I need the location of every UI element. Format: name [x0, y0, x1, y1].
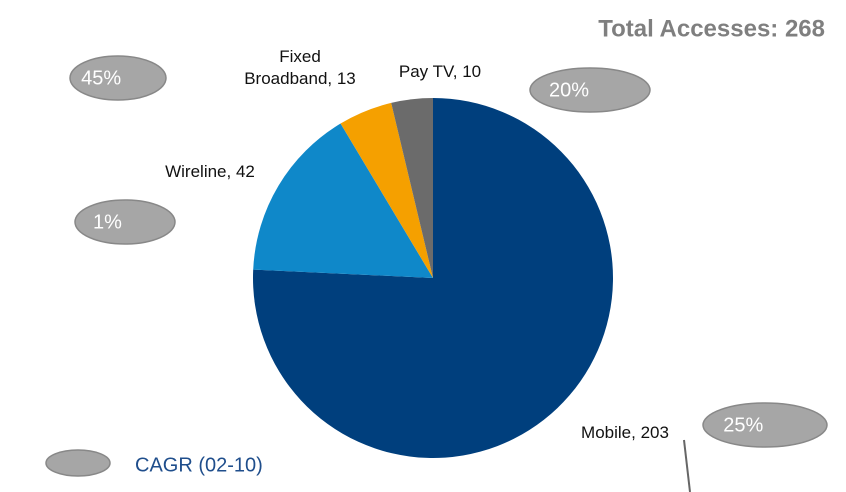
- cagr-badge: [69, 55, 167, 101]
- legend-label: CAGR (02-10): [135, 454, 263, 476]
- chart-title: Total Accesses: 268: [598, 15, 825, 42]
- pie-slice: [340, 102, 433, 278]
- cagr-badge: [702, 402, 828, 448]
- pie-slice: [253, 123, 433, 278]
- pie-slice: [391, 98, 433, 278]
- leader-line: [683, 439, 691, 492]
- cagr-label: 25%: [723, 414, 763, 436]
- legend-swatch: [45, 449, 111, 477]
- cagr-badge: [529, 67, 651, 113]
- cagr-label: 45%: [81, 67, 121, 89]
- cagr-label: 1%: [93, 211, 122, 233]
- cagr-label: 20%: [549, 79, 589, 101]
- data-label: Pay TV, 10: [398, 62, 482, 81]
- data-label: Fixed Broadband, 13: [244, 47, 356, 88]
- cagr-badge: [74, 199, 176, 245]
- data-label: Mobile, 203: [581, 423, 669, 442]
- data-label: Wireline, 42: [165, 162, 255, 181]
